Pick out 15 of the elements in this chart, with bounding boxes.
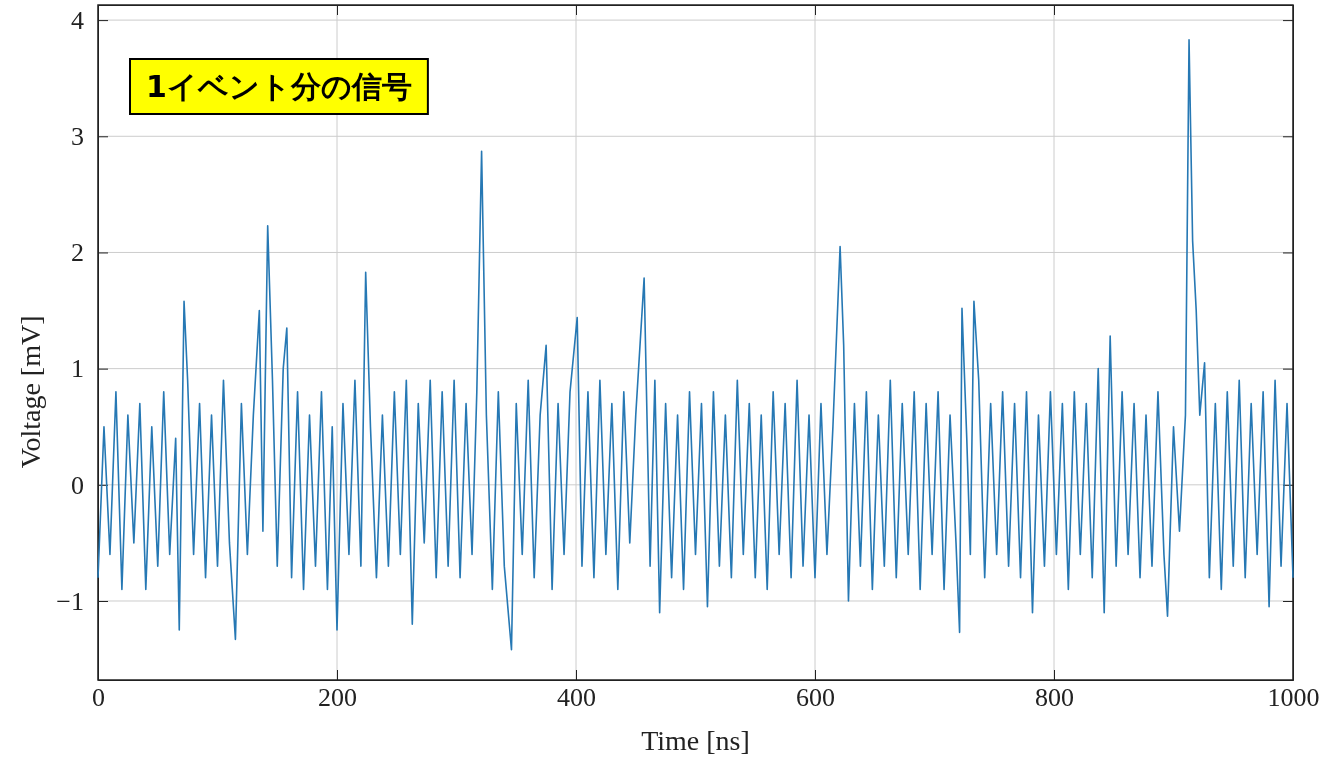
y-tick-label: 1 [71,354,84,384]
x-tick-label: 800 [1035,683,1074,713]
y-tick-label: −1 [56,586,84,616]
y-axis-title: Voltage [mV] [15,315,46,469]
x-tick-label: 200 [318,683,357,713]
y-tick-label: 4 [71,5,84,35]
y-tick-label: 0 [71,470,84,500]
text: 1イベント分の信号 [146,69,412,104]
y-tick-label: 2 [71,238,84,268]
x-tick-label: 0 [92,683,105,713]
y-tick-label: 3 [71,122,84,152]
x-tick-label: 1000 [1267,683,1320,713]
x-tick-label: 600 [796,683,835,713]
x-tick-label: 400 [557,683,596,713]
x-axis-title: Time [ns] [641,725,750,756]
